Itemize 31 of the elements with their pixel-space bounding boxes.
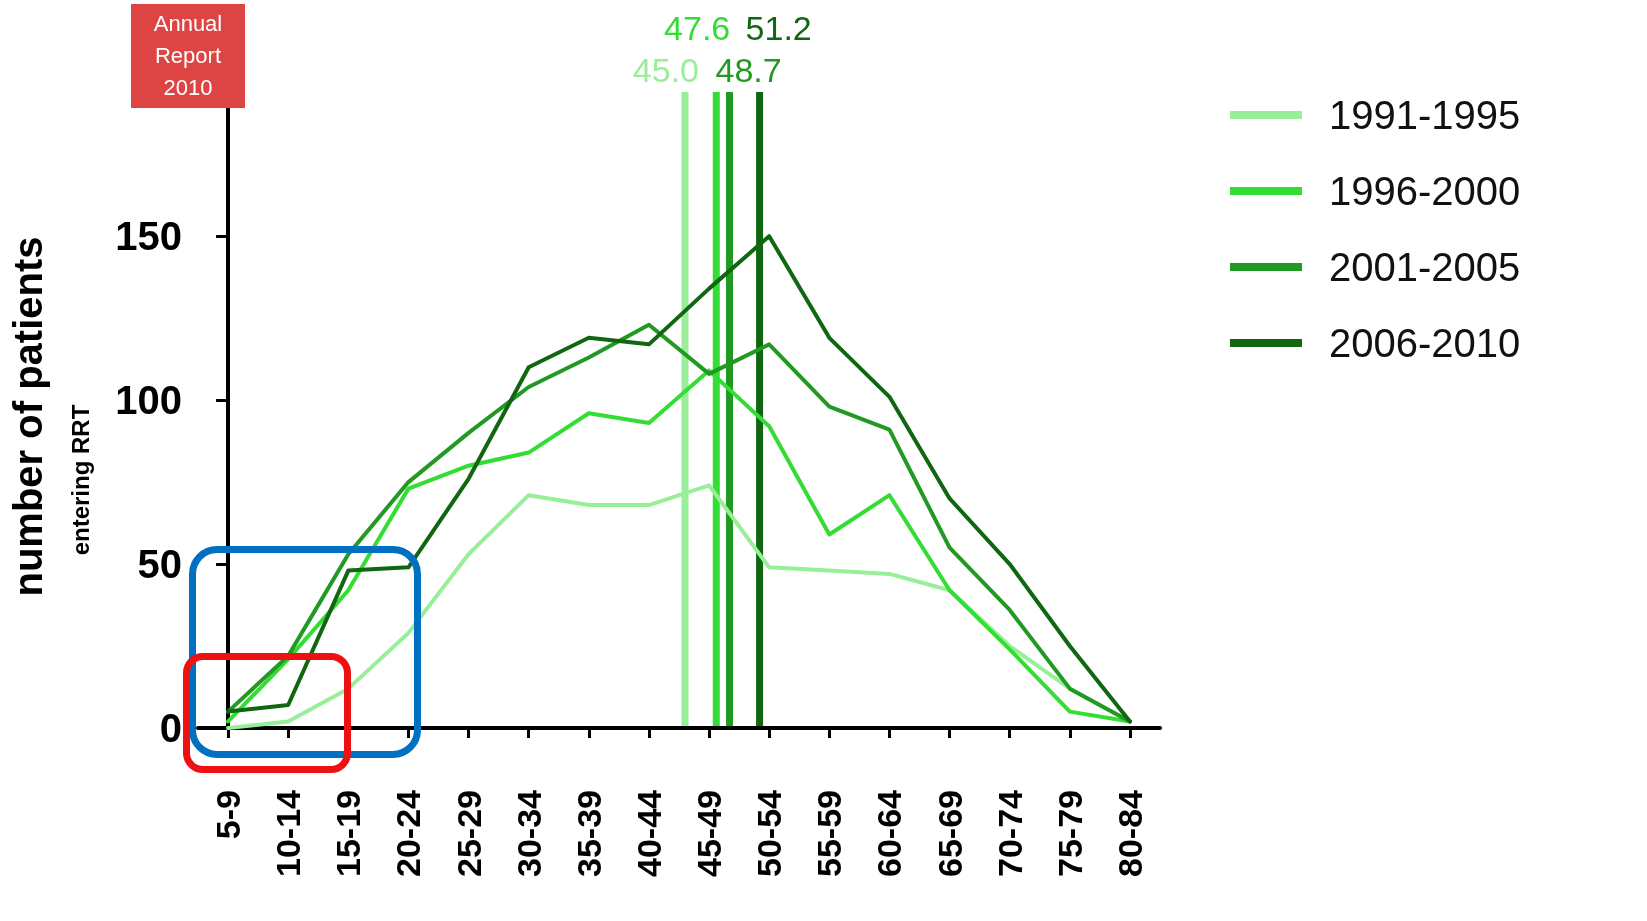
text: entering RRT: [66, 404, 94, 556]
x-tick-label: 55-59: [810, 790, 849, 877]
x-tick-label: 40-44: [629, 789, 668, 877]
x-tick-label: 35-39: [569, 790, 608, 877]
x-tick-label: 60-64: [870, 789, 909, 877]
x-tick-label: 50-54: [750, 789, 789, 877]
ref-line-label: 47.6: [664, 9, 731, 47]
y-axis-title: number of patients: [6, 236, 50, 597]
y-tick-label: 0: [159, 706, 182, 750]
x-tick-label: 30-34: [509, 789, 548, 877]
legend-label: 2001-2005: [1329, 245, 1521, 289]
x-tick-label: 5-9: [209, 790, 248, 840]
x-tick-label: 75-79: [1050, 790, 1089, 877]
ref-line-label: 48.7: [715, 51, 782, 89]
x-tick-label: 20-24: [389, 789, 428, 877]
y-tick-label: 150: [115, 214, 182, 259]
x-tick-label: 15-19: [329, 790, 368, 877]
x-tick-label: 65-69: [930, 790, 969, 877]
x-tick-label: 25-29: [449, 790, 488, 877]
x-tick-label: 80-84: [1110, 789, 1149, 877]
legend-label: 2006-2010: [1329, 321, 1521, 365]
x-tick-label: 10-14: [269, 789, 308, 877]
legend-label: 1991-1995: [1329, 93, 1521, 137]
x-tick-label: 70-74: [990, 789, 1029, 877]
text: Annual Report 2010: [131, 4, 245, 108]
y-tick-label: 50: [137, 542, 182, 587]
ref-line-label: 51.2: [745, 9, 812, 47]
y-tick-label: 100: [115, 378, 182, 423]
ref-line-label: 45.0: [632, 51, 700, 89]
legend-label: 1996-2000: [1329, 169, 1521, 213]
x-tick-label: 45-49: [690, 790, 729, 877]
